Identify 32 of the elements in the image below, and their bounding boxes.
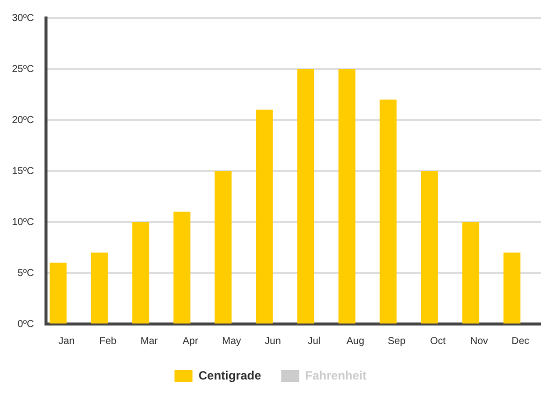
x-tick-label: Dec	[511, 336, 530, 347]
y-tick-label: 20ºC	[12, 114, 34, 126]
y-tick-label: 10ºC	[12, 216, 34, 228]
bar	[380, 100, 397, 324]
x-tick-label: Apr	[182, 336, 199, 347]
y-tick-label: 0ºC	[18, 318, 34, 330]
bar	[132, 222, 150, 324]
bar	[90, 252, 108, 324]
y-tick-label: 25ºC	[12, 64, 34, 75]
x-tick-label: Jan	[58, 336, 75, 347]
legend-label: Centigrade	[198, 368, 262, 382]
bar	[420, 171, 438, 324]
bar	[50, 262, 67, 324]
x-tick-label: Oct	[430, 336, 446, 347]
bar	[297, 69, 314, 324]
bar	[338, 69, 356, 324]
x-tick-label: May	[222, 336, 242, 347]
bar	[462, 222, 480, 324]
y-tick-label: 15ºC	[12, 166, 34, 177]
x-tick-label: Jun	[264, 336, 281, 347]
x-tick-label: Jul	[308, 336, 321, 347]
x-tick-label: Aug	[346, 336, 364, 347]
x-tick-label: Nov	[470, 336, 488, 347]
y-tick-label: 5ºC	[18, 268, 34, 279]
x-tick-label: Sep	[388, 336, 406, 347]
x-tick-label: Mar	[140, 336, 158, 347]
bar	[214, 171, 232, 324]
bar	[503, 252, 520, 324]
y-tick-label: 30ºC	[12, 12, 34, 24]
x-tick-label: Feb	[99, 336, 117, 347]
bar	[256, 110, 273, 324]
bar	[173, 212, 190, 324]
